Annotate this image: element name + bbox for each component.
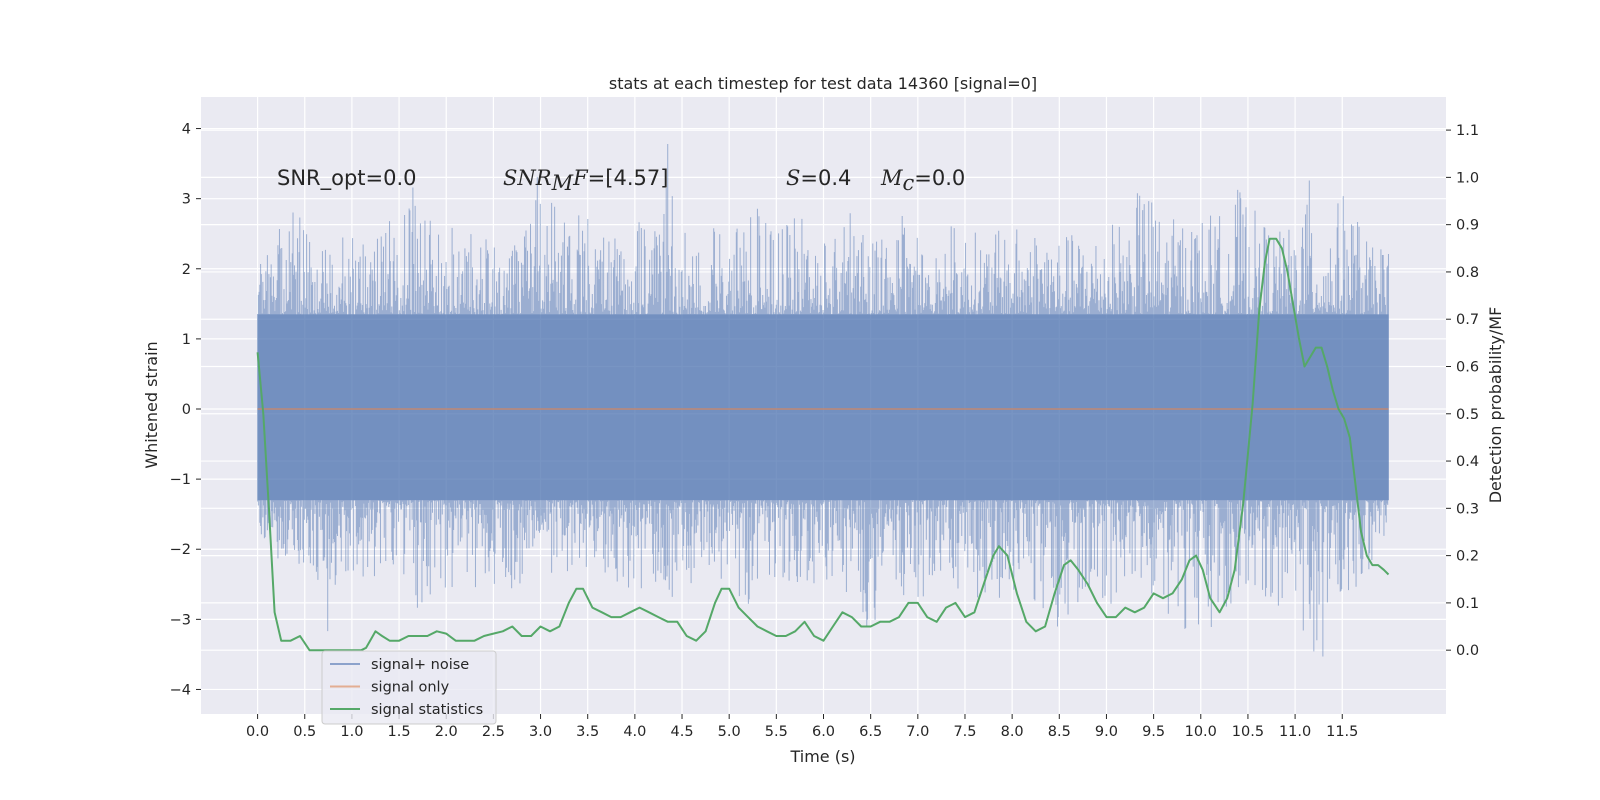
signal-statistics-series [256,237,1390,652]
legend: signal+ noise signal only signal statistic… [321,650,497,725]
y2-tick-label: 0.9 [1456,218,1479,234]
y2-tick-label: 1.1 [1456,123,1479,139]
y-tick-label: 2 [182,262,191,278]
y-tick-label: −3 [170,612,191,628]
x-tick-label: 10.0 [1185,724,1217,740]
y2-tick-label: 0.6 [1456,359,1479,375]
x-axis-ticks: 0.0 0.5 1.0 1.5 2.0 2.5 3.0 3.5 4.0 4.5 5.0 5.5 6.0 6… [246,714,1358,740]
x-tick-label: 4.5 [670,724,693,740]
annotation-snr-opt: SNR_opt=0.0 [277,166,417,191]
y2-tick-label: 0.8 [1456,265,1479,281]
y-axis-ticks: −4 −3 −2 −1 0 1 2 3 4 [170,122,201,698]
x-tick-label: 7.5 [953,724,976,740]
annotation-snr-mf: SNRMF=[4.57] [503,166,668,195]
y-tick-label: −2 [170,542,191,558]
x-tick-label: 5.5 [765,724,788,740]
signal-noise-series [257,144,1389,657]
y2-tick-label: 0.5 [1456,407,1479,423]
legend-box [321,650,497,725]
annotation-s: S=0.4 [786,166,851,190]
x-tick-label: 7.0 [906,724,929,740]
x-tick-label: 11.0 [1279,724,1311,740]
x-axis-title: Time (s) [789,747,855,766]
x-tick-label: 1.5 [388,724,411,740]
x-tick-label: 2.0 [435,724,458,740]
chart-title: stats at each timestep for test data 143… [609,74,1037,93]
x-tick-label: 2.5 [482,724,505,740]
y2-tick-label: 1.0 [1456,170,1479,186]
x-tick-label: 6.0 [812,724,835,740]
y-tick-label: 4 [182,122,191,138]
x-tick-label: 8.5 [1048,724,1071,740]
x-tick-label: 11.5 [1326,724,1358,740]
x-tick-label: 4.0 [623,724,646,740]
x-tick-label: 3.0 [529,724,552,740]
x-tick-label: 8.0 [1001,724,1024,740]
x-tick-label: 0.5 [293,724,316,740]
y-tick-label: 3 [182,192,191,208]
annotation-mc: Mc=0.0 [880,166,965,195]
legend-label: signal+ noise [371,657,469,673]
x-tick-label: 9.0 [1095,724,1118,740]
y2-axis-title: Detection probability/MF [1486,307,1505,504]
x-tick-label: 6.5 [859,724,882,740]
x-tick-label: 3.5 [576,724,599,740]
x-tick-label: 0.0 [246,724,269,740]
y-tick-label: −4 [170,682,191,698]
x-tick-label: 1.0 [340,724,363,740]
y2-tick-label: 0.0 [1456,643,1479,659]
x-tick-label: 9.5 [1142,724,1165,740]
legend-label: signal only [371,680,450,696]
y2-tick-label: 0.1 [1456,596,1479,612]
signal-statistics-line [256,237,1390,652]
x-tick-label: 10.5 [1232,724,1264,740]
y2-tick-label: 0.7 [1456,312,1479,328]
y2-axis-ticks: 0.0 0.1 0.2 0.3 0.4 0.5 0.6 0.7 0.8 0.9 1.0 1.1 [1446,123,1479,659]
y-tick-label: −1 [170,472,191,488]
y2-tick-label: 0.4 [1456,454,1479,470]
y-axis-title: Whitened strain [142,341,161,468]
x-tick-label: 5.0 [718,724,741,740]
y-tick-label: 1 [182,332,191,348]
y2-tick-label: 0.2 [1456,549,1479,565]
y2-tick-label: 0.3 [1456,501,1479,517]
signal-noise-core [257,314,1389,501]
y-tick-label: 0 [182,402,191,418]
legend-label: signal statistics [371,702,483,718]
